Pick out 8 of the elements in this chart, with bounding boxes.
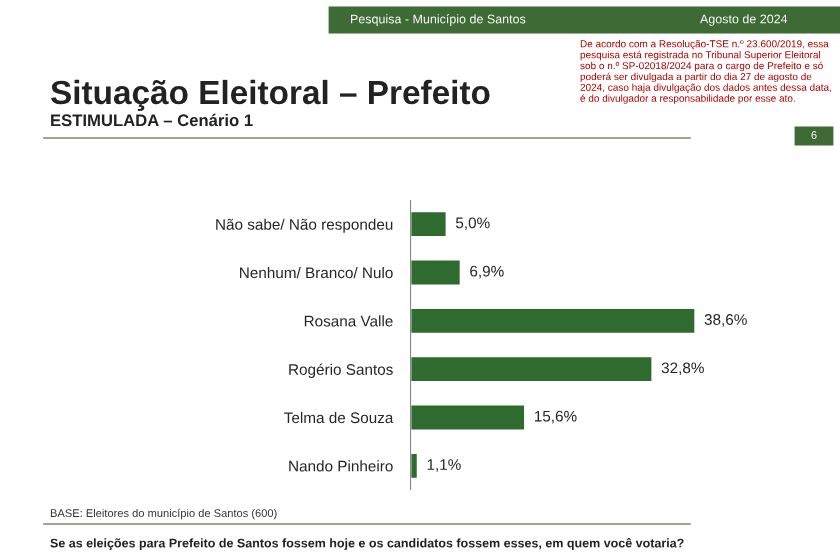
bar xyxy=(410,402,527,433)
chart-title: Situação Eleitoral – Prefeito xyxy=(50,79,490,111)
bar xyxy=(410,209,449,239)
bar xyxy=(410,451,420,481)
text: ESTIMULADA – Cenário 1 xyxy=(51,113,253,127)
bar xyxy=(410,306,698,336)
bar xyxy=(410,257,463,288)
bar xyxy=(410,354,655,384)
